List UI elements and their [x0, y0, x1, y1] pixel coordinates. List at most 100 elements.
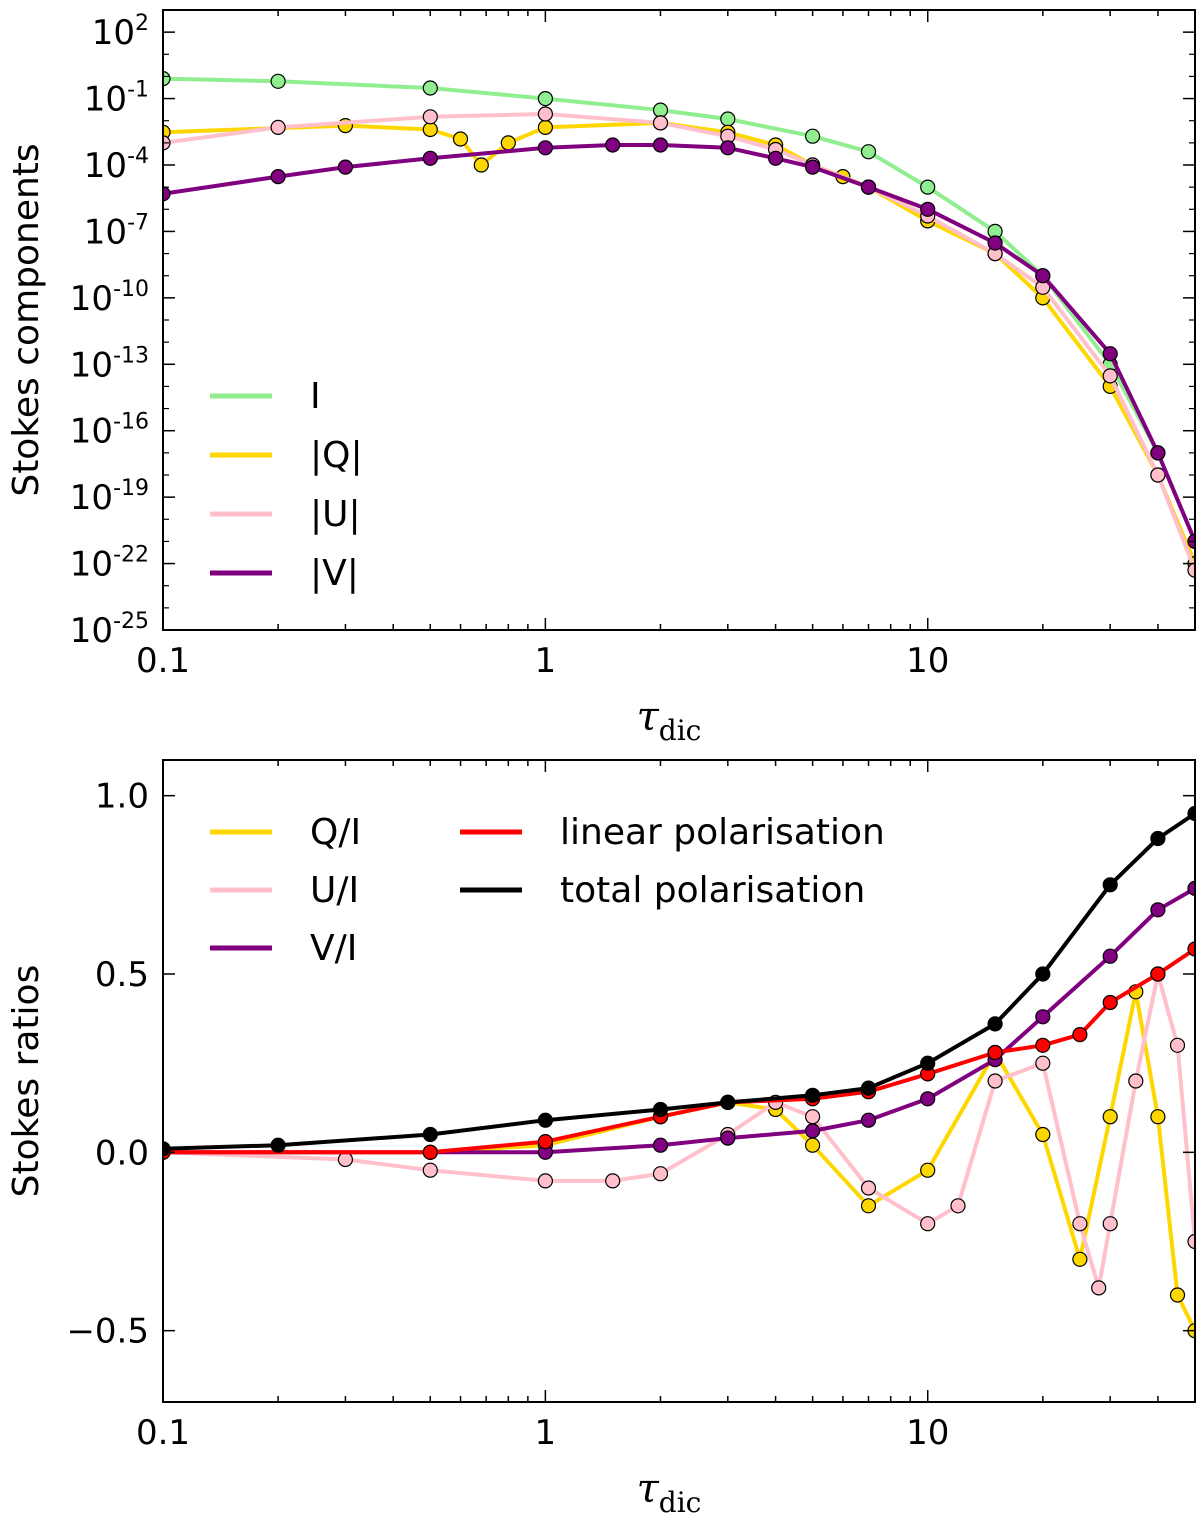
data-point	[270, 1137, 286, 1153]
legend-entry: U/I	[310, 870, 359, 911]
data-point	[860, 1080, 877, 1096]
data-point	[1187, 1233, 1195, 1250]
data-point	[422, 1162, 438, 1178]
data-point	[473, 157, 489, 173]
data-point	[1102, 948, 1118, 964]
x-axis-label: τdic	[637, 1466, 702, 1517]
data-point	[537, 106, 554, 122]
data-point	[860, 179, 877, 195]
x-axis-label: τdic	[637, 694, 702, 747]
y-tick-exponent: -1	[127, 78, 149, 103]
data-point	[1091, 1280, 1107, 1296]
x-tick-label: 10	[906, 641, 949, 681]
data-point	[920, 1216, 936, 1232]
y-tick-label: 0.5	[95, 955, 149, 995]
data-point	[337, 1151, 353, 1168]
y-axis-label: Stokes ratios	[6, 965, 47, 1198]
y-tick-label: 10-10	[70, 277, 149, 319]
data-point	[1169, 1037, 1186, 1053]
data-point	[537, 140, 554, 156]
data-point	[452, 131, 469, 147]
data-point	[1072, 1251, 1088, 1267]
data-point	[422, 150, 438, 166]
legend: Q/I U/I V/I linear polarisation total polari…	[210, 812, 885, 969]
x-tick-label: 0.1	[136, 1413, 190, 1453]
data-point	[1035, 268, 1051, 284]
data-point	[1150, 467, 1166, 483]
data-point	[1187, 941, 1195, 957]
y-tick-exponent: -4	[127, 144, 149, 169]
data-point	[422, 80, 438, 96]
data-point	[860, 1198, 877, 1214]
x-tick-label: 1	[535, 641, 557, 681]
data-point	[1150, 1109, 1166, 1125]
x-axis-label-subscript: dic	[659, 714, 702, 747]
data-point	[720, 1094, 736, 1111]
data-point	[1102, 994, 1118, 1011]
y-tick-exponent: -10	[113, 277, 149, 302]
data-point	[1187, 562, 1195, 578]
stokes-components-panel: 0.1 1 10 102 10-1 10-4 10-7 10-10 10-13 10-16 10-1…	[6, 9, 1196, 747]
data-point	[1102, 346, 1118, 362]
series-line-0	[163, 76, 1195, 544]
data-point	[720, 140, 736, 156]
legend-entry: |V|	[310, 553, 359, 594]
legend-entry: |U|	[310, 494, 361, 535]
data-point	[804, 159, 821, 175]
data-point	[537, 1133, 554, 1150]
data-point	[422, 121, 438, 138]
data-point	[1150, 445, 1166, 461]
y-tick-exponent: -16	[113, 410, 149, 435]
legend: I |Q| |U| |V|	[210, 376, 363, 594]
series-line-3	[163, 143, 1195, 544]
series-line-4	[163, 811, 1195, 1151]
data-point	[804, 1109, 821, 1125]
data-point	[1150, 966, 1166, 982]
data-point	[1128, 1073, 1144, 1089]
data-point	[1187, 880, 1195, 896]
y-tick-label: −0.5	[66, 1312, 149, 1352]
data-point	[537, 119, 554, 136]
data-point	[652, 1166, 669, 1182]
data-point	[920, 1091, 936, 1107]
data-point	[920, 1055, 936, 1071]
data-point	[1035, 1126, 1051, 1143]
data-point	[720, 1130, 736, 1146]
data-point	[1150, 902, 1166, 918]
plot-frame	[162, 9, 1196, 631]
data-point	[652, 102, 669, 118]
data-point	[720, 111, 736, 127]
data-point	[270, 169, 286, 185]
y-axis-label: Stokes components	[6, 143, 47, 496]
data-point	[920, 1162, 936, 1178]
data-point	[652, 1137, 669, 1153]
data-point	[860, 144, 877, 160]
y-tick-label: 10-1	[84, 78, 149, 120]
y-tick-label: 10-16	[70, 410, 149, 452]
data-point	[804, 1137, 821, 1153]
data-point	[1102, 1109, 1118, 1125]
y-tick-exponent: 2	[135, 11, 149, 36]
data-point	[1102, 1216, 1118, 1232]
data-point	[920, 179, 936, 195]
y-tick-label: 10-19	[70, 476, 149, 518]
data-point	[422, 1144, 438, 1160]
y-tick-label: 10-22	[70, 543, 149, 585]
data-point	[804, 1123, 821, 1139]
data-point	[1035, 1055, 1051, 1071]
data-point	[605, 1173, 621, 1189]
y-tick-label: 10-7	[84, 210, 149, 252]
y-tick-label: 10-4	[84, 144, 149, 186]
y-tick-label: 10-13	[70, 343, 149, 385]
plot-frame	[162, 759, 1196, 1403]
data-point	[1150, 830, 1166, 847]
data-point	[537, 1112, 554, 1128]
data-point	[1035, 1009, 1051, 1025]
data-point	[767, 150, 784, 166]
series-group	[163, 71, 1195, 578]
y-tick-label: 102	[92, 11, 149, 53]
x-axis-label-subscript: dic	[659, 1486, 702, 1517]
data-point	[652, 1101, 669, 1118]
data-point	[422, 109, 438, 125]
